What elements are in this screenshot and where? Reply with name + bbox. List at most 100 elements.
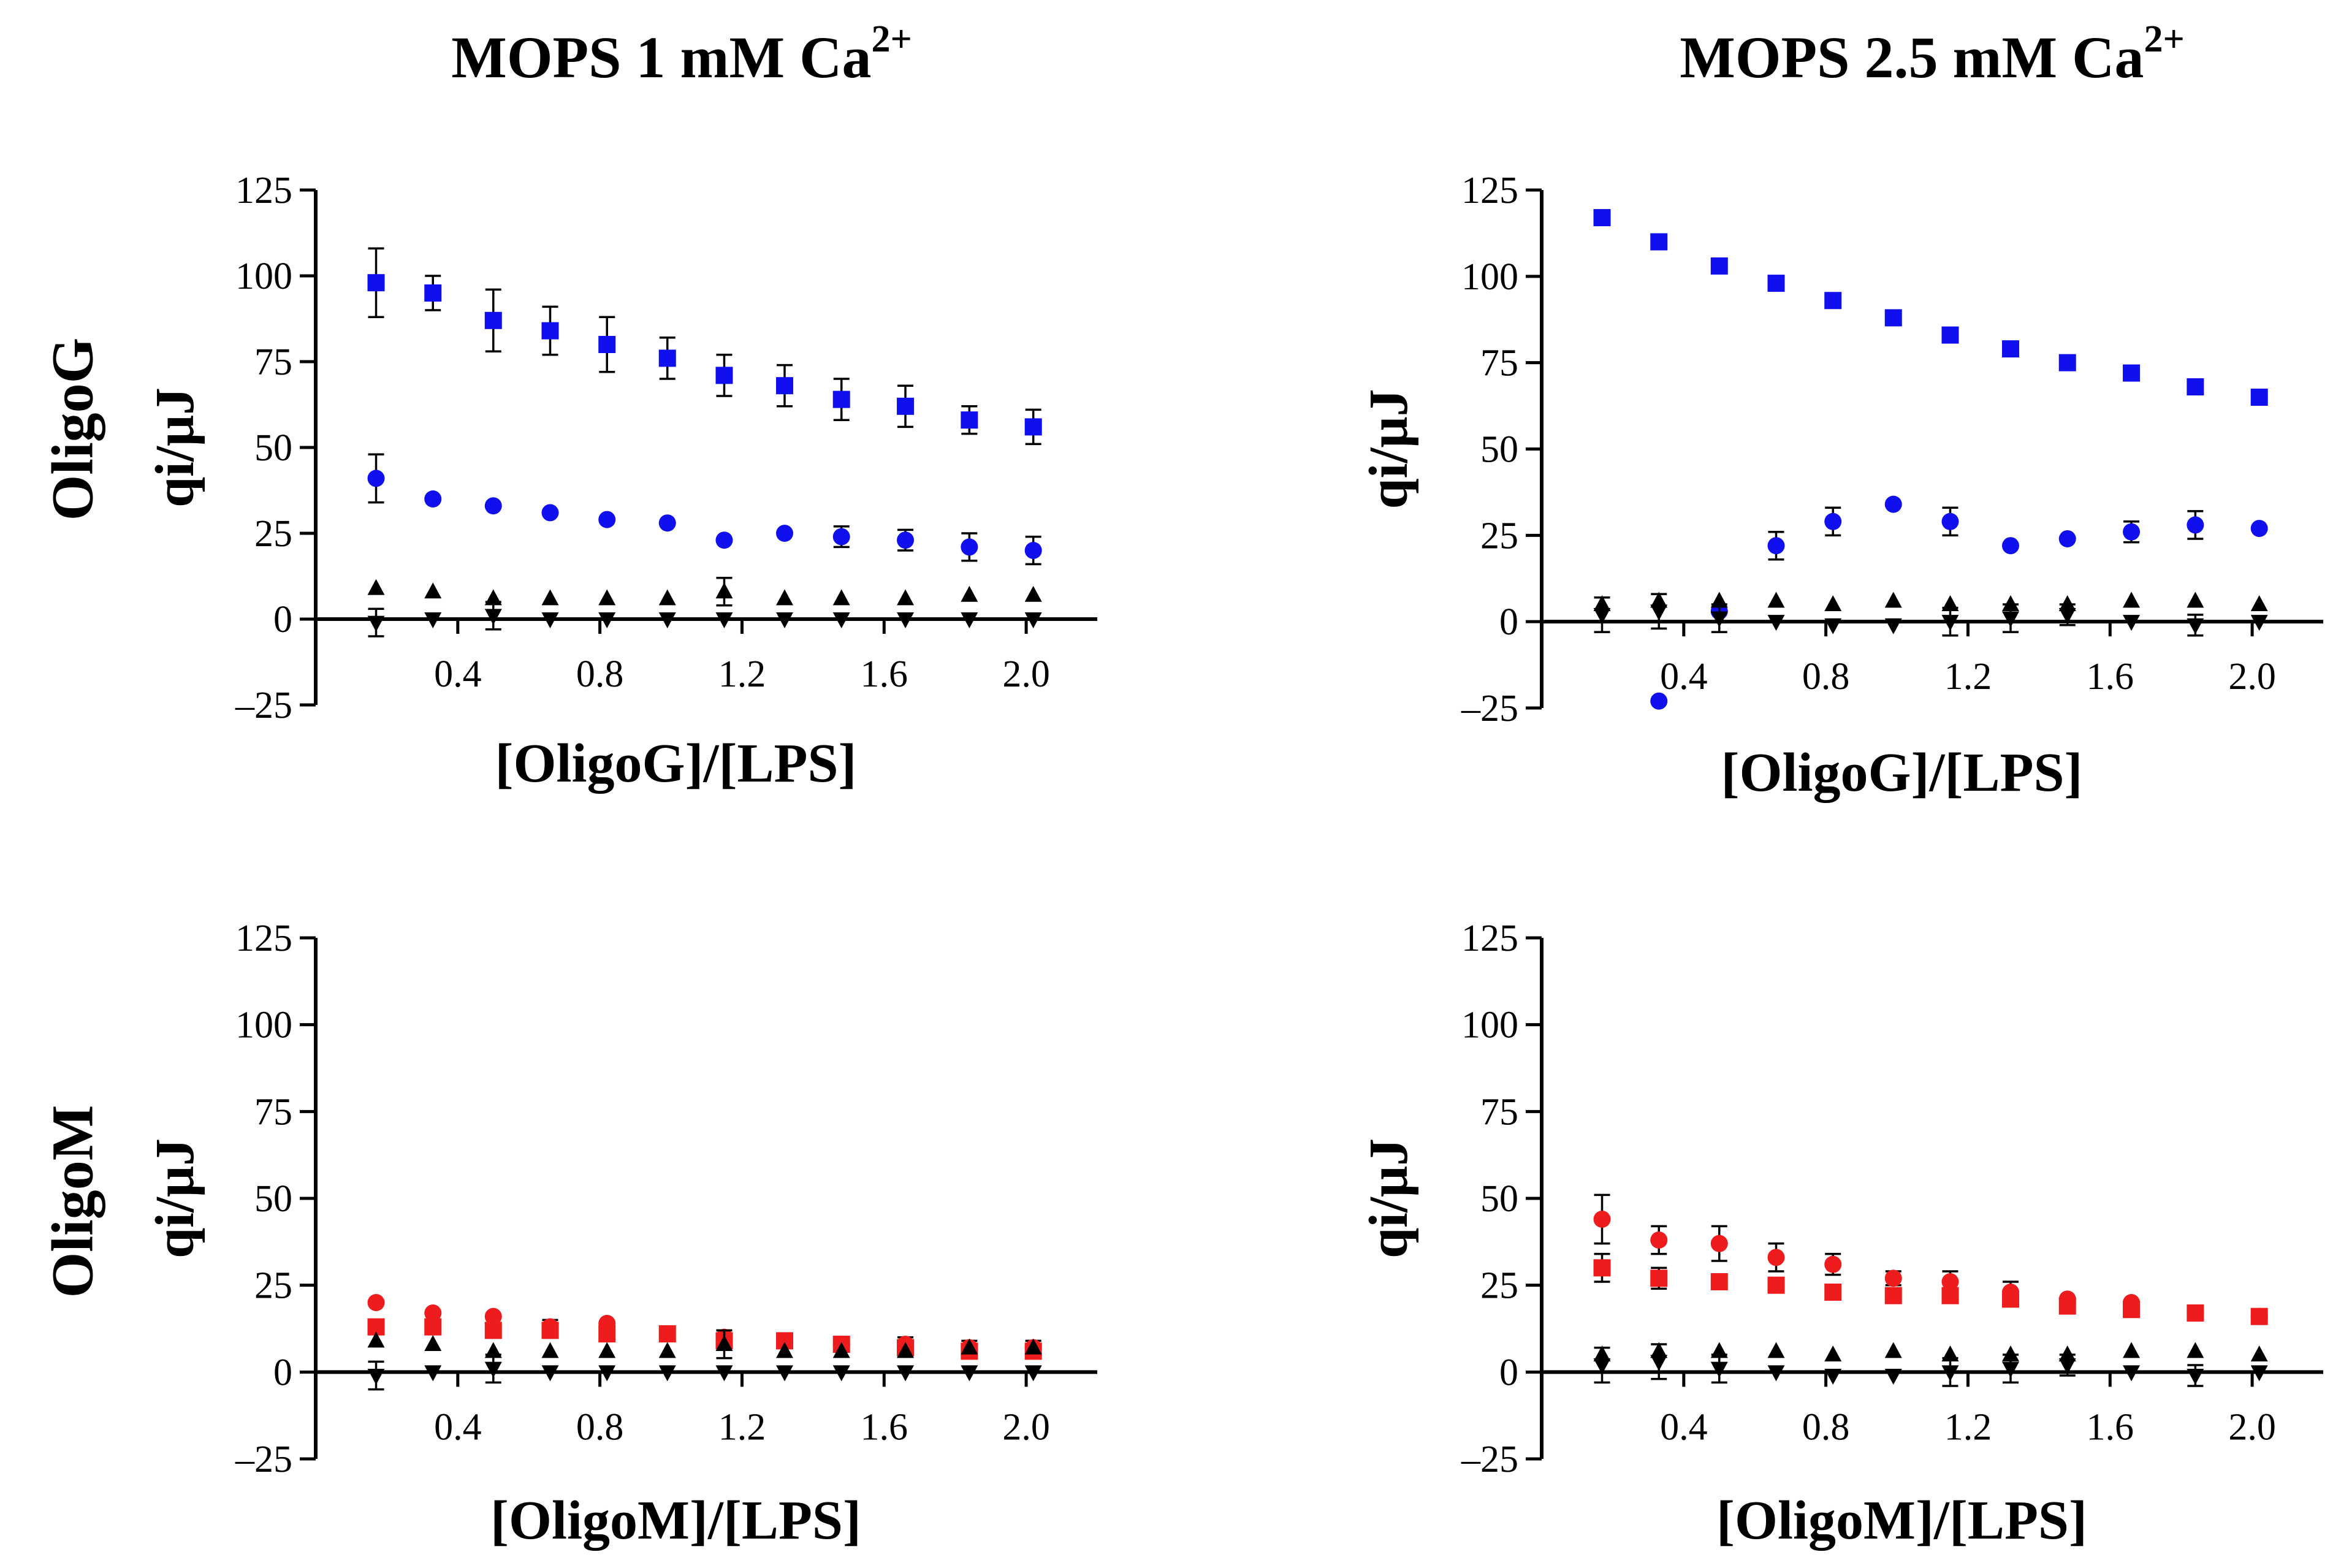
data-point-circle	[1824, 1255, 1842, 1273]
data-point-square	[541, 322, 559, 340]
data-point-triangle-down	[1941, 1365, 1959, 1382]
x-tick-label: 1.6	[2087, 656, 2134, 698]
data-point-circle	[658, 514, 676, 532]
data-point-triangle-down	[658, 1365, 676, 1382]
data-point-square	[1824, 1284, 1842, 1301]
data-point-square	[1024, 418, 1042, 436]
data-point-triangle-up	[2187, 1342, 2204, 1358]
data-point-triangle-down	[1650, 1355, 1668, 1371]
data-point-square	[2058, 1297, 2076, 1315]
data-point-square	[658, 349, 676, 367]
data-point-square	[961, 411, 978, 429]
data-point-triangle-down	[367, 1369, 385, 1385]
data-point-triangle-up	[897, 1342, 915, 1358]
data-point-triangle-up	[598, 589, 616, 606]
data-point-triangle-down	[1941, 615, 1959, 631]
data-point-triangle-up	[1024, 1338, 1042, 1355]
data-point-square	[776, 377, 793, 395]
series-square	[367, 247, 1042, 446]
x-tick-label: 1.2	[1944, 1406, 1992, 1448]
data-point-triangle-up	[832, 589, 850, 606]
data-point-circle	[367, 1294, 385, 1311]
x-tick-label: 1.2	[718, 1406, 766, 1448]
data-point-square	[2187, 378, 2204, 396]
data-point-square	[541, 1322, 559, 1339]
y-tick-label: 0	[273, 1352, 292, 1393]
data-point-square	[367, 274, 385, 292]
chart-oligoG-1mM: –25 0 25 50 75 100 125 0.4 0.8 1.2 1.6 2.0 [OligoG]/…	[145, 170, 1097, 794]
y-axis-label: qi/μJ	[145, 1138, 205, 1258]
data-point-circle	[1650, 1231, 1668, 1249]
data-point-triangle-up	[658, 589, 676, 606]
data-point-square	[1941, 1287, 1959, 1304]
data-point-triangle-down	[1710, 611, 1728, 628]
data-point-triangle-down	[2250, 615, 2268, 631]
data-point-square	[2123, 364, 2141, 382]
data-point-square	[832, 390, 850, 408]
data-point-triangle-up	[1024, 585, 1042, 602]
data-point-circle	[424, 490, 442, 508]
data-point-triangle-up	[961, 585, 978, 602]
data-point-triangle-up	[1884, 1342, 1902, 1358]
data-point-triangle-up	[658, 1342, 676, 1358]
y-axis-label: qi/μJ	[145, 387, 205, 508]
y-tick-label: 50	[254, 1178, 292, 1220]
data-point-square	[2250, 1307, 2268, 1325]
series-circle	[1650, 495, 2268, 710]
data-point-circle	[598, 511, 616, 528]
x-tick-label: 2.0	[2228, 1406, 2276, 1448]
x-tick-label: 1.2	[718, 653, 766, 695]
data-point-square	[715, 367, 733, 384]
data-point-triangle-down	[2002, 611, 2019, 628]
x-axis-label: [OligoM]/[LPS]	[1716, 1490, 2087, 1551]
data-point-circle	[484, 497, 502, 515]
chart-oligoM-1mM: –25 0 25 50 75 100 125 0.4 0.8 1.2 1.6 2.0 [OligoM]/…	[145, 918, 1097, 1551]
y-tick-label: 50	[1480, 1178, 1518, 1220]
y-tick-label: 25	[254, 513, 292, 555]
data-point-triangle-down	[832, 1365, 850, 1382]
y-axis-label: qi/μJ	[1358, 389, 1419, 509]
data-point-triangle-up	[1884, 592, 1902, 608]
data-point-square	[658, 1325, 676, 1342]
x-axis-label: [OligoM]/[LPS]	[490, 1490, 861, 1551]
x-tick-label: 0.8	[1802, 1406, 1850, 1448]
data-point-triangle-up	[897, 589, 915, 606]
data-point-circle	[1593, 1211, 1611, 1228]
data-point-triangle-down	[1824, 618, 1842, 634]
x-tick-label: 0.4	[434, 653, 482, 695]
data-point-square	[598, 336, 616, 353]
data-point-triangle-up	[1824, 595, 1842, 611]
x-tick-label: 0.4	[1660, 656, 1708, 698]
data-point-triangle-up	[2058, 1345, 2076, 1361]
series-circle	[367, 1294, 1042, 1357]
x-tick-label: 0.4	[1660, 1406, 1708, 1448]
data-point-triangle-down	[715, 612, 733, 628]
data-point-circle	[1941, 512, 1959, 530]
y-tick-label: 125	[235, 918, 292, 959]
data-point-square	[1941, 326, 1959, 344]
data-point-circle	[367, 470, 385, 487]
data-point-triangle-down	[2002, 1361, 2019, 1378]
data-point-circle	[961, 538, 978, 556]
y-tick-label: –25	[1461, 688, 1518, 729]
data-point-square	[424, 1318, 442, 1336]
y-tick-label: 0	[1499, 601, 1518, 643]
y-tick-label: 75	[1480, 343, 1518, 384]
data-point-triangle-up	[2123, 1342, 2141, 1358]
data-point-square	[1593, 1259, 1611, 1277]
data-point-circle	[424, 1304, 442, 1322]
data-point-triangle-up	[598, 1342, 616, 1358]
data-point-triangle-down	[1593, 607, 1611, 624]
series-circle	[367, 453, 1042, 566]
series-square	[1593, 209, 2268, 406]
data-point-triangle-up	[1767, 592, 1785, 608]
y-tick-label: 50	[1480, 429, 1518, 471]
data-point-triangle-down	[2187, 1369, 2204, 1385]
chart-oligoG-2.5mM: –25 0 25 50 75 100 125 0.4 0.8 1.2 1.6 2.0 [OligoG]/…	[1358, 170, 2323, 803]
data-point-triangle-up	[2002, 1345, 2019, 1361]
data-point-circle	[1767, 1249, 1785, 1266]
data-point-square	[2002, 1290, 2019, 1308]
y-tick-label: 25	[1480, 1265, 1518, 1307]
y-tick-label: 100	[235, 256, 292, 297]
data-point-circle	[832, 528, 850, 546]
